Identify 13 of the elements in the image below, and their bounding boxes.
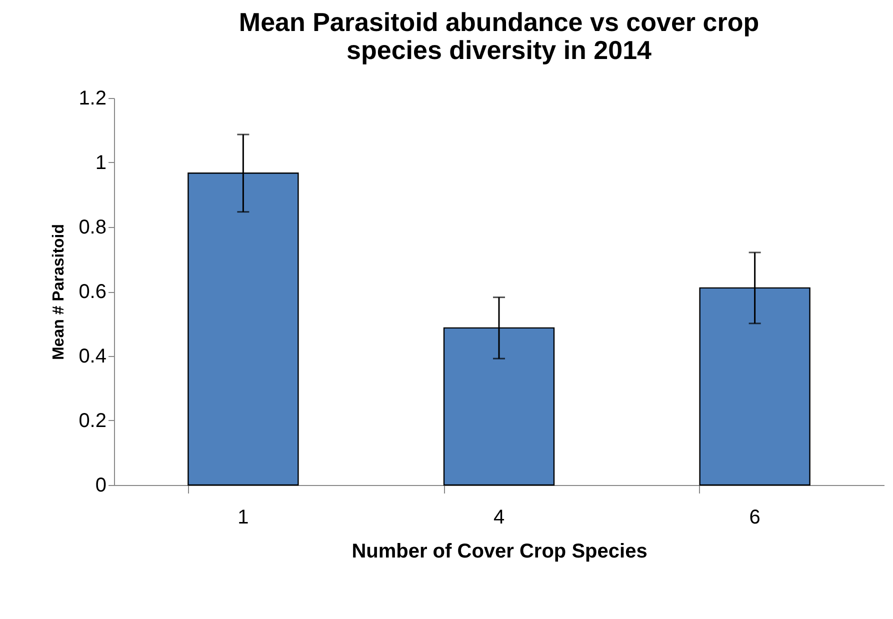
- y-tick-label: 0.8: [78, 216, 106, 238]
- y-tick-label: 1.2: [78, 88, 106, 110]
- y-tick-label: 0.6: [78, 281, 106, 303]
- y-tick-label: 0: [95, 474, 106, 496]
- x-tick-label: 1: [238, 506, 249, 528]
- y-axis-title: Mean # Parasitoid: [50, 224, 68, 360]
- x-tick-label: 4: [493, 506, 505, 528]
- chart-title: Mean Parasitoid abundance vs cover crop species diversity in 2014: [238, 7, 760, 65]
- y-tick-label: 0.2: [78, 410, 106, 432]
- y-tick-label: 1: [95, 152, 106, 174]
- x-axis-title: Number of Cover Crop Species: [352, 540, 648, 562]
- x-tick-label: 6: [749, 506, 760, 528]
- y-tick-label: 0.4: [78, 346, 106, 368]
